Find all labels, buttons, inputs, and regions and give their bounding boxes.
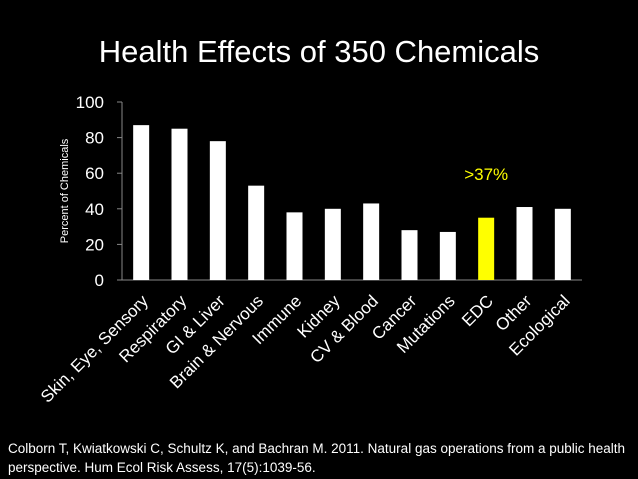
y-tick-label: 0: [95, 271, 104, 290]
chart-title: Health Effects of 350 Chemicals: [98, 34, 540, 69]
bar: [478, 217, 495, 280]
citation: Colborn T, Kwiatkowski C, Schultz K, and…: [8, 441, 626, 475]
y-tick-label: 100: [76, 93, 104, 112]
bar: [324, 208, 341, 280]
bar: [133, 125, 150, 280]
bar: [516, 207, 533, 280]
bar: [363, 203, 380, 280]
bar: [401, 230, 418, 280]
y-tick-label: 80: [85, 129, 104, 148]
annotation-label: >37%: [464, 165, 508, 184]
y-tick-label: 40: [85, 200, 104, 219]
bar: [171, 128, 188, 280]
bar: [439, 231, 456, 280]
bar: [286, 212, 303, 280]
x-tick-label: EDC: [458, 291, 497, 330]
y-tick-label: 20: [85, 235, 104, 254]
bar: [209, 141, 226, 280]
bar: [554, 208, 571, 280]
bar: [248, 185, 265, 280]
y-axis-label: Percent of Chemicals: [59, 138, 71, 243]
y-tick-label: 60: [85, 164, 104, 183]
